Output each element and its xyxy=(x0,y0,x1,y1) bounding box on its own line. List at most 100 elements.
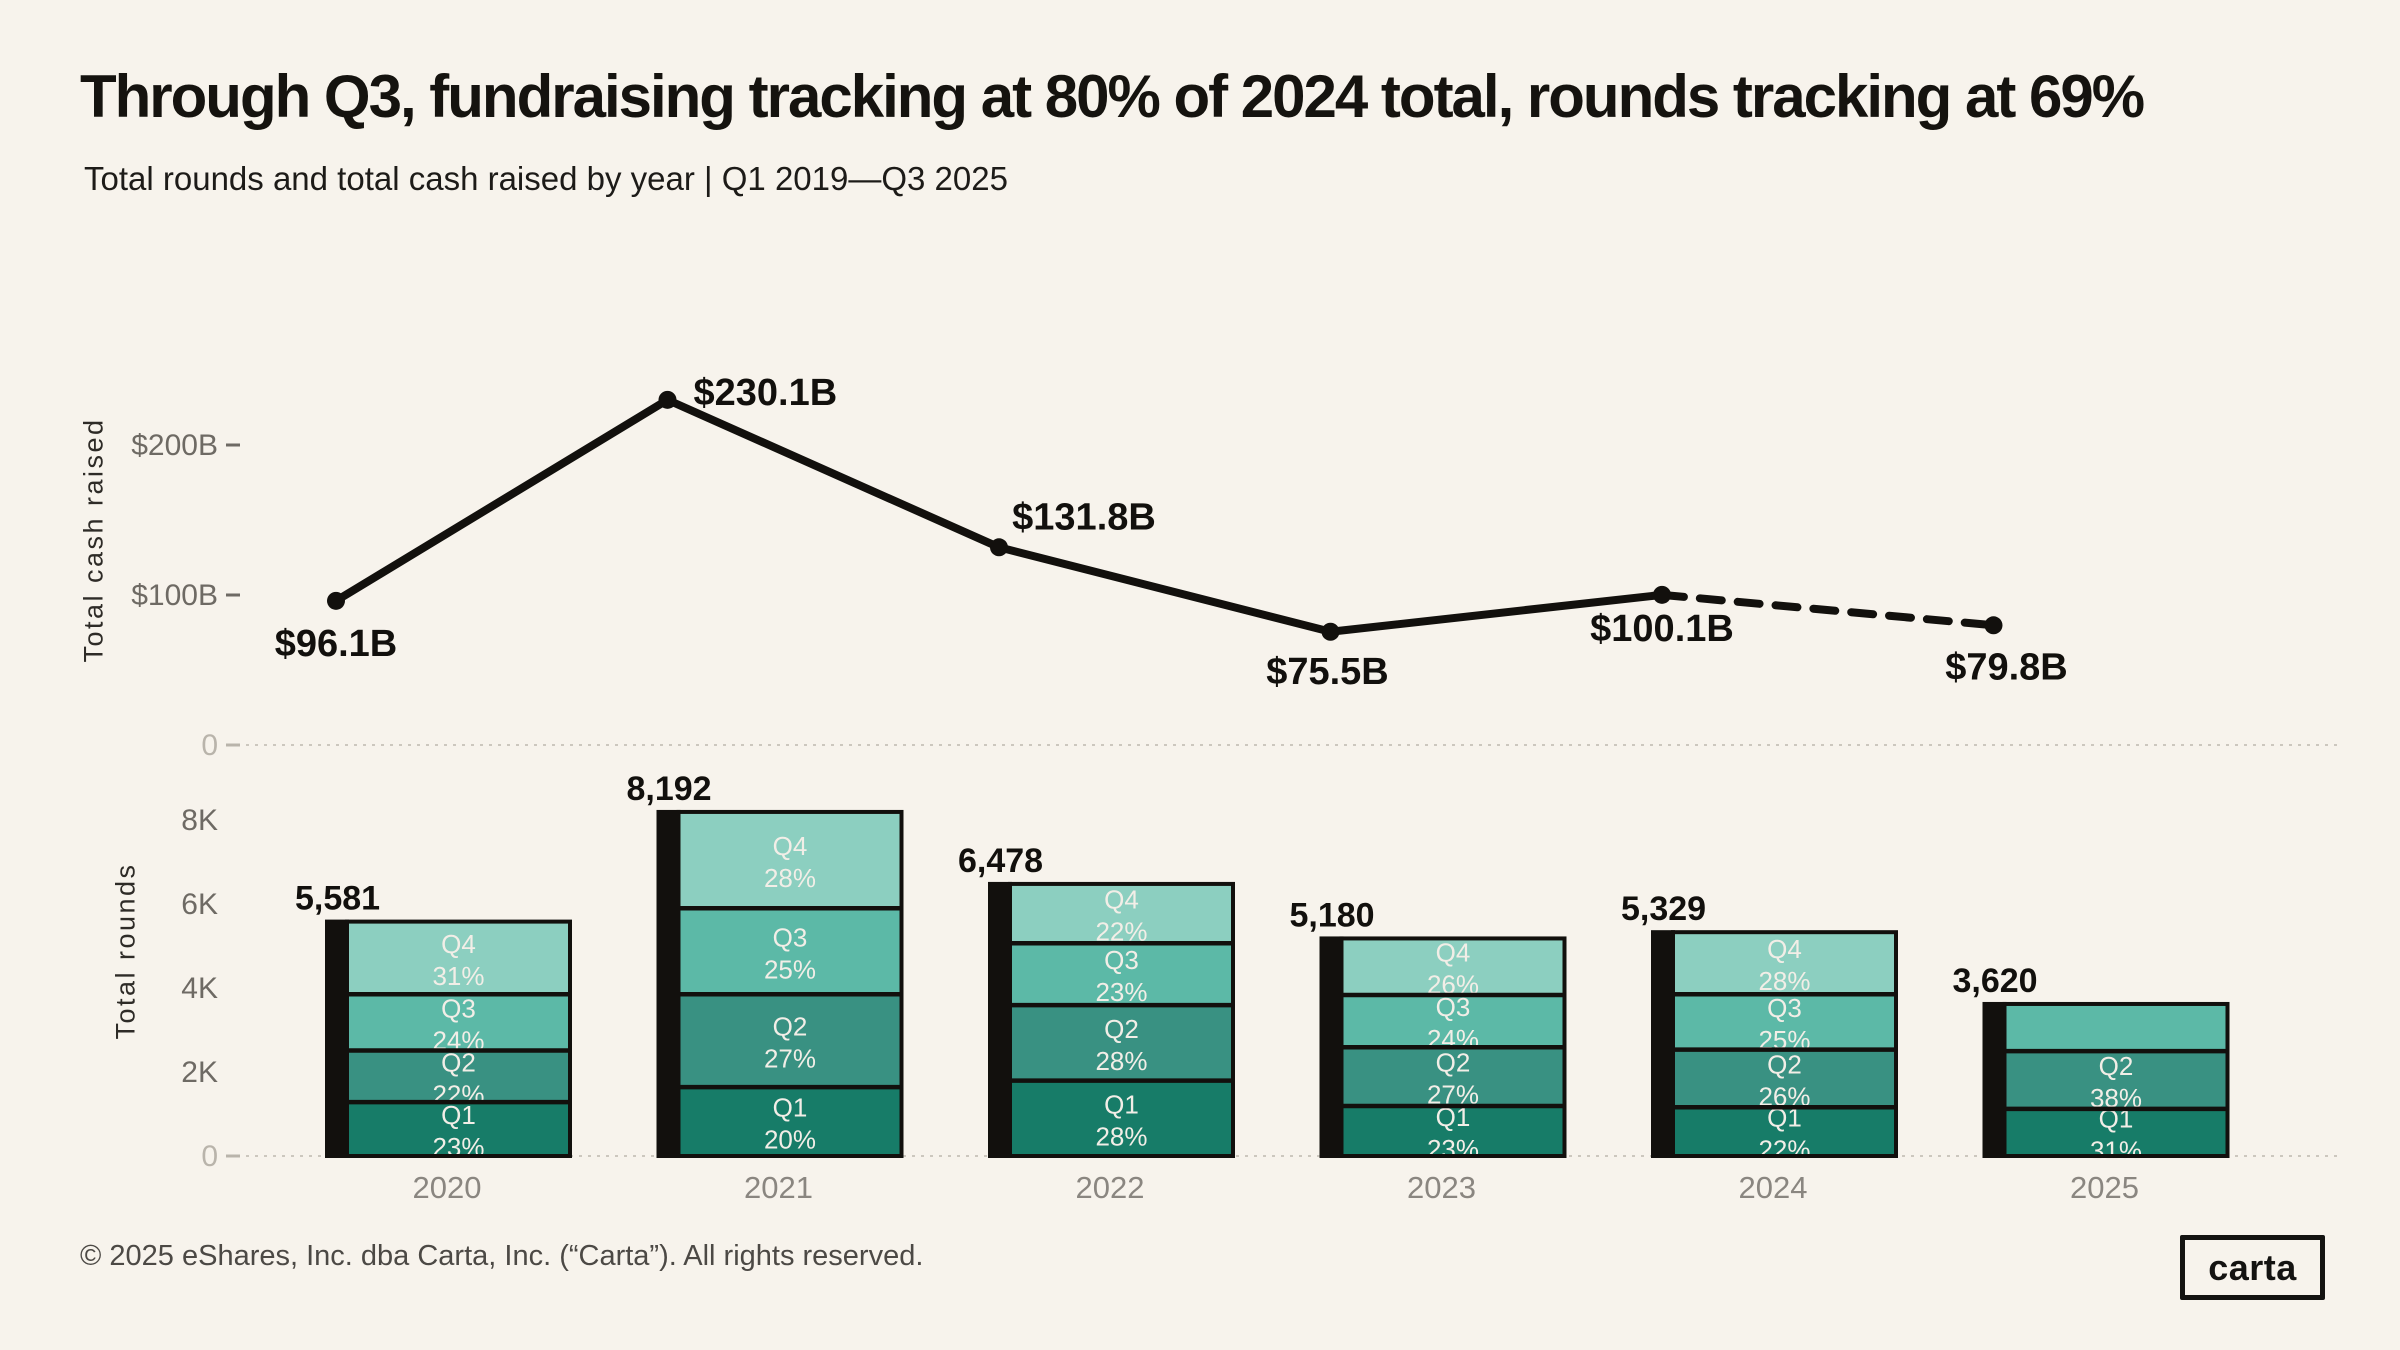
segment-percent-label: 20% xyxy=(764,1125,816,1155)
bar-outline xyxy=(676,809,904,1158)
bar-segment-q4 xyxy=(347,921,570,995)
segment-percent-label: 28% xyxy=(1095,1046,1147,1076)
bar-outline xyxy=(1671,930,1898,1158)
bar-segment-q3 xyxy=(678,908,902,995)
segment-percent-label: 22% xyxy=(432,1079,484,1109)
x-axis-year-label: 2021 xyxy=(744,1170,813,1205)
line-point-value-label: $230.1B xyxy=(694,372,838,414)
x-axis-year-label: 2024 xyxy=(1739,1170,1808,1205)
carta-logo-text: carta xyxy=(2208,1246,2297,1288)
segment-quarter-label: Q4 xyxy=(1436,938,1471,968)
bar-segment-q2 xyxy=(1010,1005,1233,1081)
rounds-ytick-label: 2K xyxy=(181,1056,218,1089)
segment-quarter-label: Q1 xyxy=(773,1093,808,1123)
bar-outline xyxy=(2002,1001,2230,1159)
line-point-value-label: $79.8B xyxy=(1945,646,2068,688)
segment-percent-label: 31% xyxy=(2090,1135,2142,1165)
bar-segment-q3 xyxy=(1673,994,1896,1050)
line-data-point xyxy=(658,390,677,409)
cash-ytick-label: $100B xyxy=(131,579,218,612)
bar-segment-q1 xyxy=(678,1087,902,1156)
bar-segment-q3 xyxy=(1010,943,1233,1006)
cash-ytick-label: 0 xyxy=(201,729,218,762)
segment-quarter-label: Q3 xyxy=(1767,993,1802,1023)
bar-segment-q3 xyxy=(1341,995,1565,1048)
segment-quarter-label: Q1 xyxy=(1104,1089,1139,1119)
bar-total-label: 3,620 xyxy=(1953,962,2038,1000)
bar-segment-q3 xyxy=(347,994,570,1051)
segment-quarter-label: Q2 xyxy=(1104,1014,1139,1044)
segment-quarter-label: Q4 xyxy=(1767,934,1802,964)
page-title: Through Q3, fundraising tracking at 80% … xyxy=(80,63,2145,130)
bar-outline xyxy=(345,919,572,1159)
segment-quarter-label: Q3 xyxy=(773,922,808,952)
bar-total-label: 5,180 xyxy=(1290,896,1375,934)
line-point-value-label: $75.5B xyxy=(1266,651,1389,693)
segment-percent-label: 27% xyxy=(764,1044,816,1074)
bar-total-label: 5,581 xyxy=(295,880,380,918)
segment-quarter-label: Q2 xyxy=(1436,1048,1471,1078)
bar-segment-q1 xyxy=(347,1102,570,1156)
segment-percent-label: 23% xyxy=(1095,977,1147,1007)
bar-segment-q2 xyxy=(347,1050,570,1103)
segment-quarter-label: Q4 xyxy=(773,831,808,861)
segment-percent-label: 31% xyxy=(432,961,484,991)
segment-quarter-label: Q1 xyxy=(441,1100,476,1130)
bar-segment-q4 xyxy=(1341,938,1565,996)
segment-quarter-label: Q3 xyxy=(441,993,476,1023)
segment-percent-label: 24% xyxy=(1427,1024,1479,1054)
x-axis-year-label: 2023 xyxy=(1407,1170,1476,1205)
segment-quarter-label: Q3 xyxy=(1104,945,1139,975)
bar-segment-q2 xyxy=(2004,1051,2228,1109)
segment-percent-label: 22% xyxy=(1758,1135,1810,1165)
bar-segment-q4 xyxy=(678,811,902,909)
carta-logo: carta xyxy=(2180,1235,2325,1300)
segment-quarter-label: Q2 xyxy=(1767,1049,1802,1079)
copyright-text: © 2025 eShares, Inc. dba Carta, Inc. (“C… xyxy=(80,1240,924,1272)
bar-segment-q1 xyxy=(1341,1105,1565,1156)
segment-percent-label: 28% xyxy=(1095,1121,1147,1151)
rounds-ytick-label: 4K xyxy=(181,972,218,1005)
line-data-point xyxy=(1984,616,2003,635)
bar-segment-q4 xyxy=(1010,883,1233,944)
rounds-ytick-label: 8K xyxy=(181,804,218,837)
segment-quarter-label: Q4 xyxy=(1104,885,1139,915)
rounds-ytick-label: 0 xyxy=(201,1140,218,1173)
segment-percent-label: 23% xyxy=(1427,1134,1479,1164)
bar-outline xyxy=(1339,936,1567,1158)
segment-quarter-label: Q2 xyxy=(773,1012,808,1042)
line-point-value-label: $96.1B xyxy=(275,623,398,665)
x-axis-year-label: 2025 xyxy=(2070,1170,2139,1205)
bar-total-label: 6,478 xyxy=(958,842,1043,880)
line-data-point xyxy=(990,538,1008,557)
segment-percent-label: 28% xyxy=(1758,966,1810,996)
bar-segment-q1 xyxy=(1010,1080,1233,1156)
line-point-value-label: $131.8B xyxy=(1012,496,1156,538)
bar-segment-q2 xyxy=(678,994,902,1088)
x-axis-year-label: 2020 xyxy=(413,1170,482,1205)
page-subtitle: Total rounds and total cash raised by ye… xyxy=(84,160,1008,197)
cash-ytick-label: $200B xyxy=(131,429,218,462)
bar-segment-q1 xyxy=(2004,1108,2228,1156)
bar-segment-q2 xyxy=(1673,1049,1896,1108)
bar-segment-q3 xyxy=(2004,1003,2228,1052)
line-data-point xyxy=(1653,585,1671,604)
bar-segment-q2 xyxy=(1341,1047,1565,1106)
bar-total-label: 5,329 xyxy=(1621,890,1706,928)
segment-quarter-label: Q2 xyxy=(2099,1051,2134,1081)
cash-line-solid xyxy=(332,395,1666,636)
bar-outline xyxy=(1008,881,1235,1158)
segment-percent-label: 28% xyxy=(764,863,816,893)
line-data-point xyxy=(327,591,345,610)
line-data-point xyxy=(1321,622,1340,641)
rounds-ytick-label: 6K xyxy=(181,888,218,921)
cash-line-dashed-projection xyxy=(1658,590,1998,630)
line-point-value-label: $100.1B xyxy=(1590,608,1734,650)
bar-segment-q4 xyxy=(1673,932,1896,995)
bar-segment-q1 xyxy=(1673,1107,1896,1156)
bar-total-label: 8,192 xyxy=(627,770,712,808)
x-axis-year-label: 2022 xyxy=(1076,1170,1145,1205)
segment-quarter-label: Q4 xyxy=(441,929,476,959)
